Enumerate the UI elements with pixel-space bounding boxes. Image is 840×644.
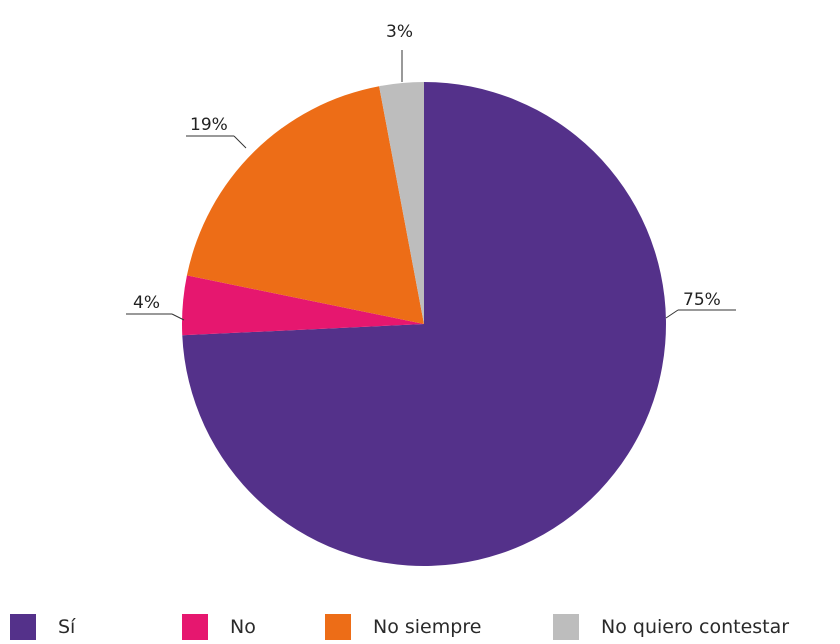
legend-item-no-siempre: No siempre [325,614,481,640]
data-label-no: 4% [133,293,160,313]
legend-label-si: Sí [58,616,76,638]
data-label-no-quiero: 3% [386,22,413,42]
leader-line-no-siempre [233,135,247,149]
legend-swatch-si [10,614,36,640]
legend-swatch-no-quiero [553,614,579,640]
legend-item-no: No [182,614,256,640]
legend-label-no: No [230,616,256,638]
pie-slice-no-siempre [186,86,424,324]
pie-slices [181,82,666,567]
legend-item-si: Sí [10,614,75,640]
legend: Sí No No siempre No quiero contestar [0,614,840,644]
leader-line-no [171,313,185,321]
label-group-si: 75% [665,290,736,319]
pie-chart: 75% 4% 19% 3% [126,22,736,567]
label-group-no-siempre: 19% [186,115,247,149]
data-label-si: 75% [683,290,721,310]
pie-slice-si [182,82,666,567]
legend-swatch-no-siempre [325,614,351,640]
legend-label-no-siempre: No siempre [373,616,482,638]
data-label-no-siempre: 19% [190,115,228,135]
label-group-no: 4% [126,293,185,321]
legend-swatch-no [182,614,208,640]
pie-slice-no-quiero [379,82,424,324]
legend-label-no-quiero: No quiero contestar [601,616,790,638]
pie-slice-no [181,275,424,336]
leader-line-si [665,309,679,319]
legend-item-no-quiero: No quiero contestar [553,614,789,640]
label-group-no-quiero: 3% [386,22,413,82]
